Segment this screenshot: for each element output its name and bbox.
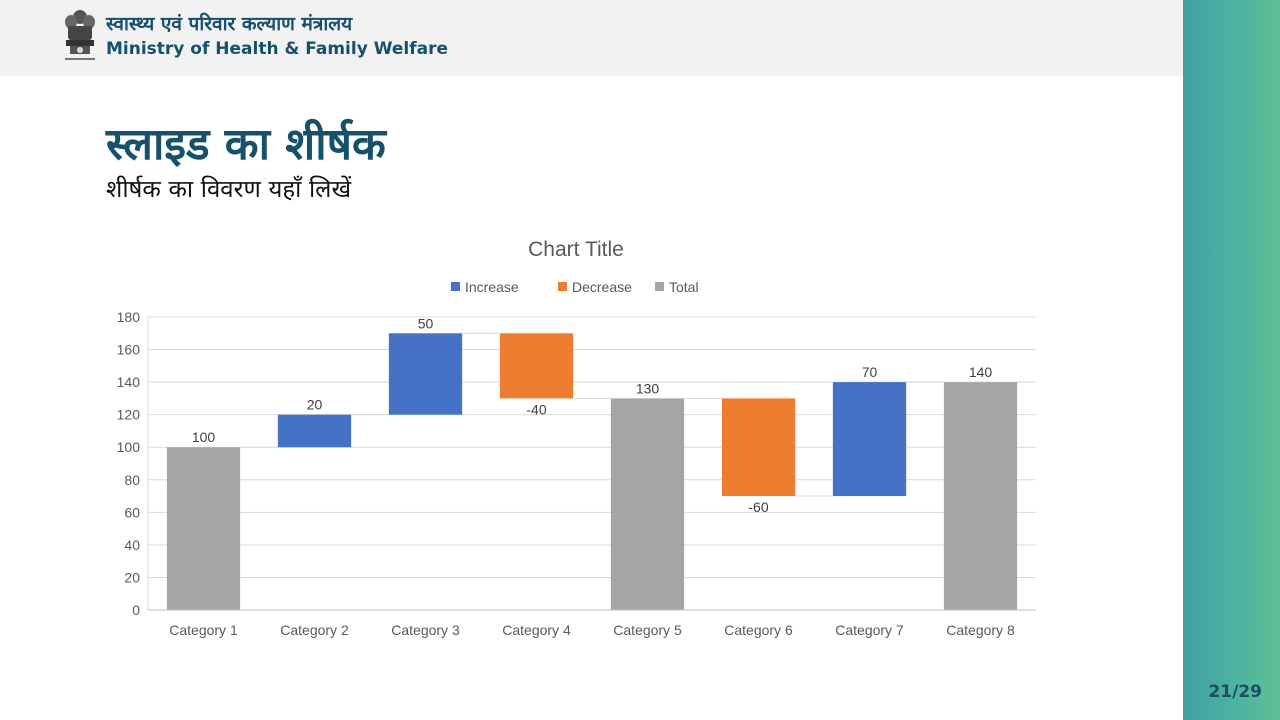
slide-title: स्लाइड का शीर्षक: [106, 119, 386, 170]
x-tick-label: Category 5: [613, 622, 682, 638]
bar-total: [166, 447, 241, 610]
bar-increase: [277, 414, 352, 448]
y-axis: 0 20 40 60 80 100 120 140 160 180: [117, 309, 149, 618]
chart-title: Chart Title: [528, 238, 624, 261]
y-tick-label: 60: [124, 504, 140, 520]
x-tick-label: Category 7: [835, 622, 904, 638]
chart-bars: [166, 333, 1018, 610]
bar-increase: [832, 382, 907, 497]
data-label: -40: [526, 401, 546, 417]
ministry-name-hindi: स्वास्थ्य एवं परिवार कल्याण मंत्रालय: [106, 13, 353, 35]
x-axis: Category 1 Category 2 Category 3 Category 4…: [148, 609, 1036, 638]
bar-increase: [388, 333, 463, 415]
x-tick-label: Category 4: [502, 622, 571, 638]
legend-swatch-decrease: [558, 282, 567, 291]
page-number: 21/29: [1208, 682, 1262, 702]
x-tick-label: Category 1: [169, 622, 238, 638]
x-tick-label: Category 2: [280, 622, 349, 638]
y-tick-label: 120: [117, 407, 141, 423]
data-labels: 100 20 50 -40 130 -60 70 140: [192, 315, 993, 515]
legend-label-total: Total: [669, 279, 699, 295]
ministry-name-english: Ministry of Health & Family Welfare: [106, 39, 448, 59]
y-tick-label: 80: [124, 472, 140, 488]
data-label: 70: [862, 364, 878, 380]
data-label: 50: [418, 315, 434, 331]
bar-decrease: [499, 333, 574, 399]
y-tick-label: 160: [117, 342, 141, 358]
side-accent-bar: 21/29: [1183, 0, 1280, 720]
legend-label-decrease: Decrease: [572, 279, 632, 295]
state-emblem-icon: [65, 10, 95, 60]
slide-subtitle: शीर्षक का विवरण यहाँ लिखें: [106, 175, 352, 203]
y-tick-label: 0: [132, 602, 140, 618]
y-tick-label: 140: [117, 374, 141, 390]
bar-total: [610, 398, 685, 610]
header-bar: स्वास्थ्य एवं परिवार कल्याण मंत्रालय Min…: [0, 0, 1183, 76]
bar-total: [943, 382, 1018, 610]
x-tick-label: Category 8: [946, 622, 1015, 638]
y-tick-label: 20: [124, 569, 140, 585]
legend-label-increase: Increase: [465, 279, 519, 295]
bar-connectors: [240, 332, 944, 497]
x-tick-label: Category 3: [391, 622, 460, 638]
chart-legend: Increase Decrease Total: [451, 279, 699, 295]
y-tick-label: 100: [117, 439, 141, 455]
waterfall-chart: Chart Title Increase Decrease Total 0 20 40 6…: [117, 238, 1036, 638]
y-tick-label: 40: [124, 537, 140, 553]
legend-swatch-total: [655, 282, 664, 291]
x-tick-label: Category 6: [724, 622, 793, 638]
y-tick-label: 180: [117, 309, 141, 325]
data-label: -60: [748, 499, 768, 515]
data-label: 20: [307, 397, 323, 413]
data-label: 100: [192, 429, 216, 445]
data-label: 130: [636, 380, 660, 396]
legend-swatch-increase: [451, 282, 460, 291]
data-label: 140: [969, 364, 993, 380]
bar-decrease: [721, 398, 796, 497]
